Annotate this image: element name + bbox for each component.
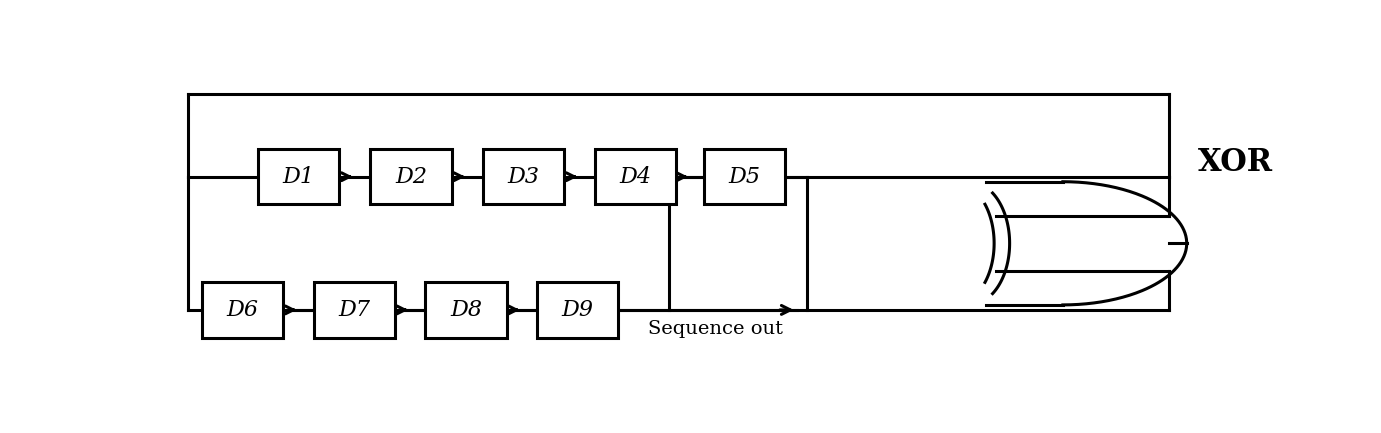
Text: D1: D1 (283, 166, 315, 187)
Text: D8: D8 (450, 299, 482, 321)
Text: D9: D9 (562, 299, 594, 321)
Bar (482, 149, 563, 204)
Text: D2: D2 (395, 166, 427, 187)
Bar (703, 149, 784, 204)
Bar (202, 282, 283, 338)
Text: Sequence out: Sequence out (648, 320, 783, 338)
Text: D7: D7 (338, 299, 370, 321)
Bar (313, 282, 395, 338)
Bar (425, 282, 507, 338)
Text: D4: D4 (620, 166, 652, 187)
Text: D5: D5 (728, 166, 760, 187)
Bar (370, 149, 452, 204)
Bar (537, 282, 619, 338)
Text: D3: D3 (507, 166, 540, 187)
Bar (595, 149, 677, 204)
Bar (258, 149, 340, 204)
Text: D6: D6 (226, 299, 258, 321)
Text: XOR: XOR (1199, 147, 1273, 178)
